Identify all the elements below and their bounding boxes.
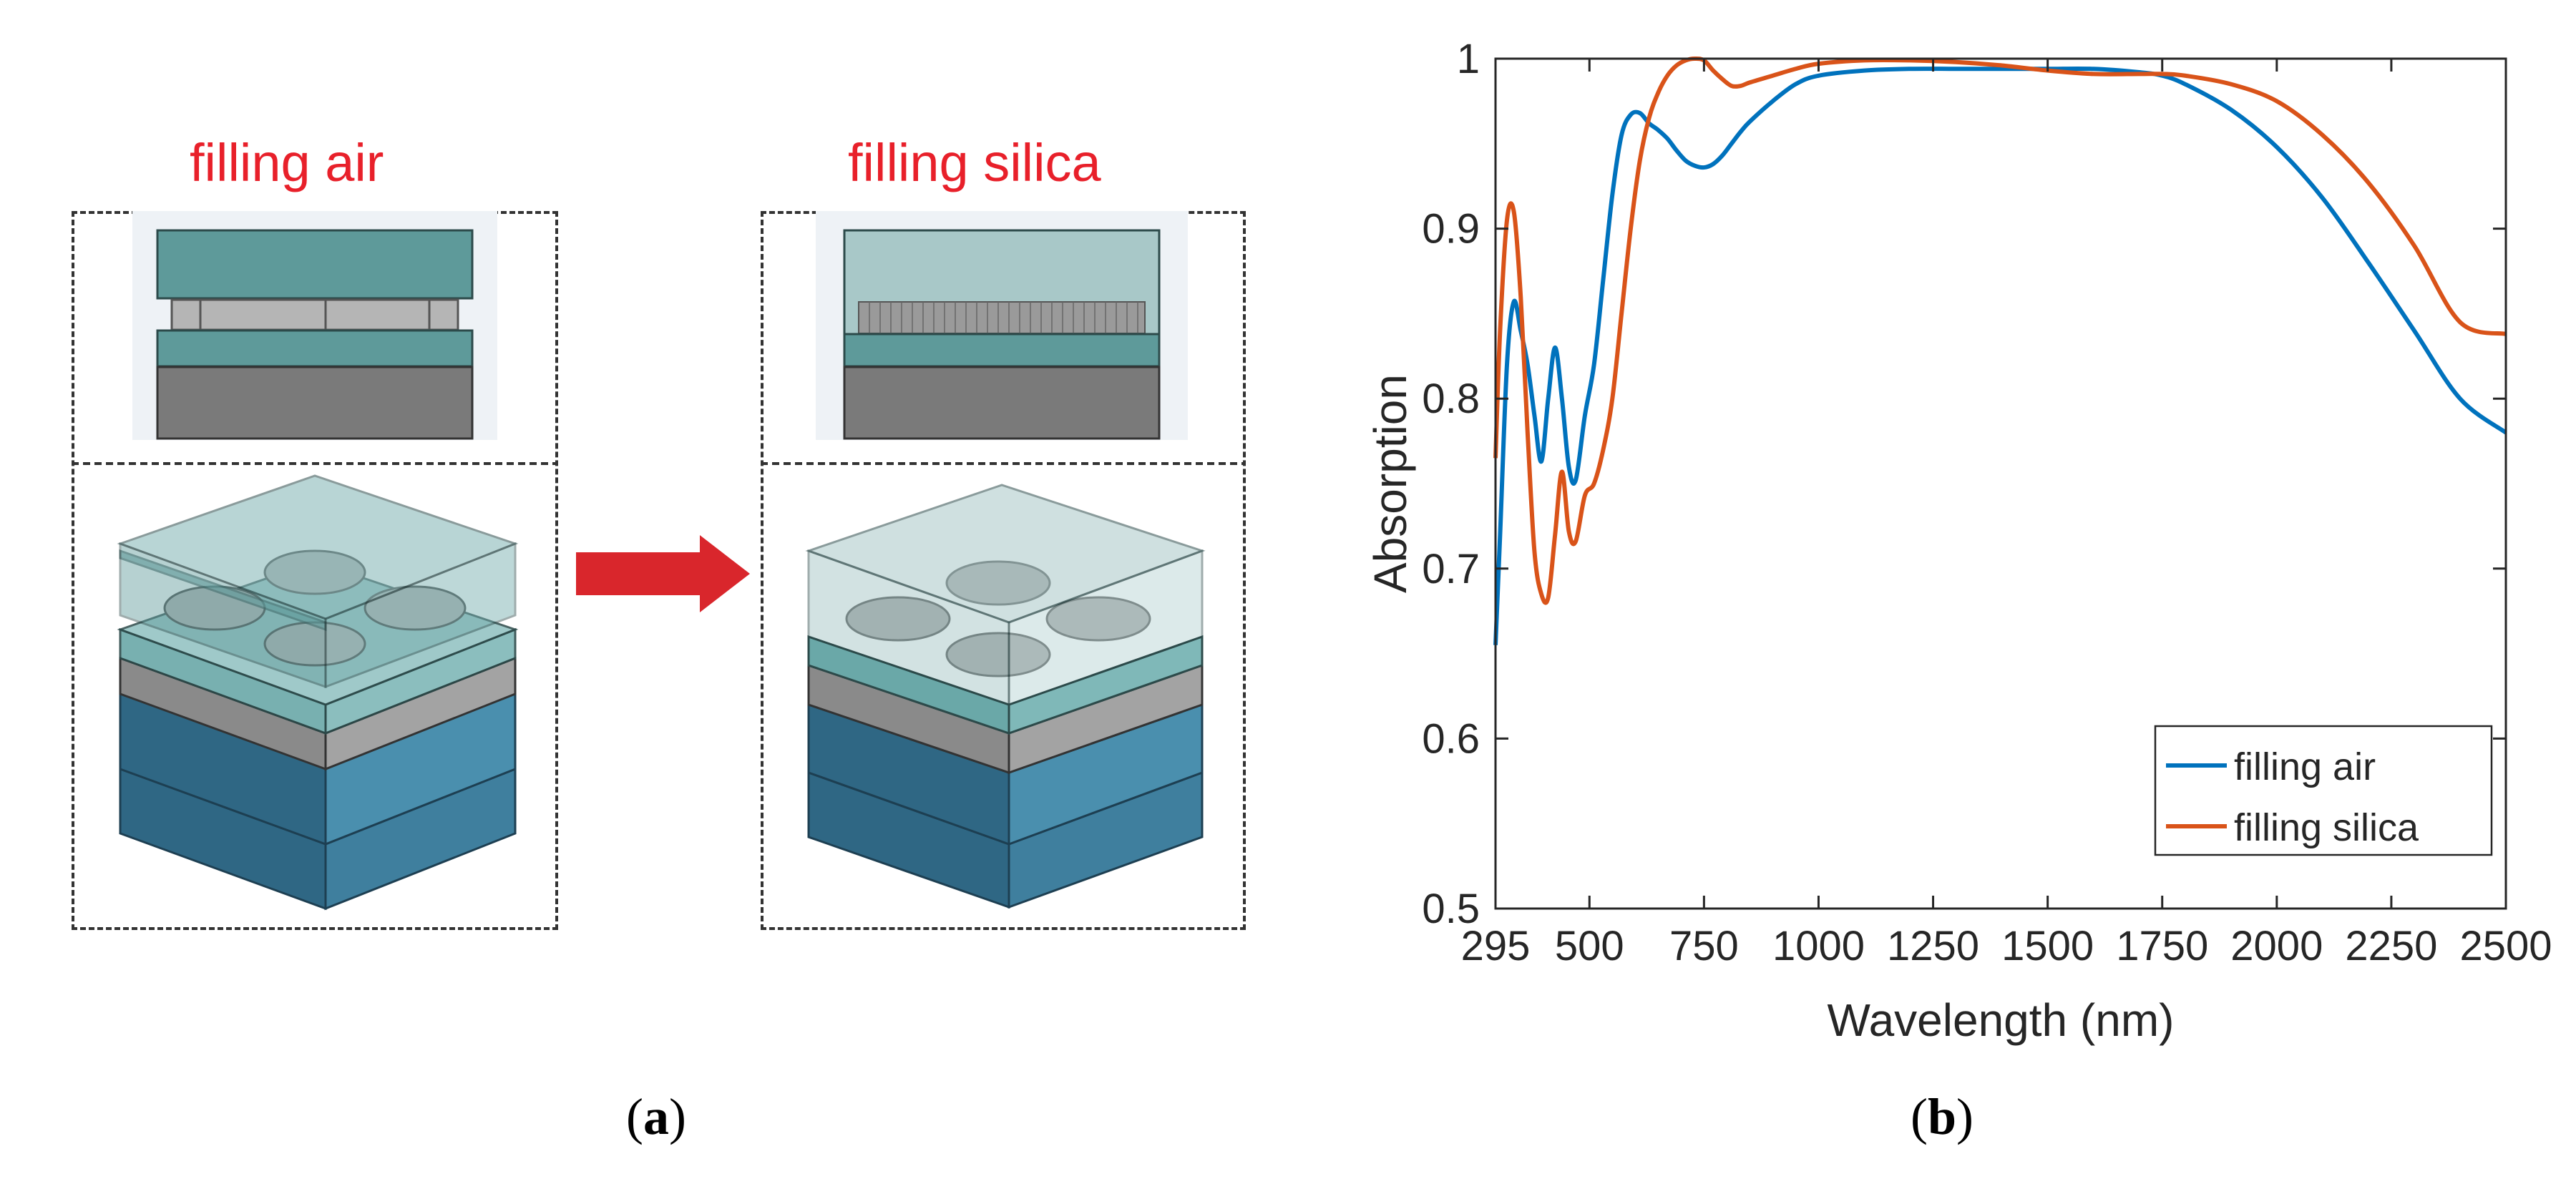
x-tick-label: 1500 xyxy=(2001,923,2094,969)
series-line-filling-silica xyxy=(1493,56,2507,605)
silica-metal-base xyxy=(843,366,1161,440)
y-tick-label: 1 xyxy=(1457,36,1480,82)
filling-silica-title: filling silica xyxy=(848,133,1101,192)
x-tick-label: 2500 xyxy=(2459,923,2552,969)
x-axis-label: Wavelength (nm) xyxy=(1828,994,2175,1046)
air-metal-base xyxy=(156,366,474,440)
silica-middle-dielectric xyxy=(843,333,1161,368)
x-tick-label: 750 xyxy=(1669,923,1739,969)
y-tick-label: 0.7 xyxy=(1422,546,1480,592)
x-tick-label: 1750 xyxy=(2116,923,2208,969)
filling-air-title: filling air xyxy=(190,133,384,192)
y-tick-label: 0.9 xyxy=(1422,206,1480,253)
legend-label: filling silica xyxy=(2234,806,2419,849)
x-tick-label: 1250 xyxy=(1887,923,1979,969)
air-middle-dielectric xyxy=(156,329,474,368)
plot-frame xyxy=(1494,57,2507,910)
series-line-filling-air xyxy=(1493,66,2507,645)
air-cross-section xyxy=(132,211,497,440)
silica-cross-section xyxy=(816,211,1188,440)
legend-box xyxy=(2154,725,2493,856)
y-tick-label: 0.5 xyxy=(1422,886,1480,932)
x-tick-label: 500 xyxy=(1555,923,1624,969)
transform-arrow xyxy=(576,535,750,612)
x-tick-label: 2250 xyxy=(2345,923,2437,969)
y-tick-label: 0.8 xyxy=(1422,376,1480,422)
y-tick-label: 0.6 xyxy=(1422,715,1480,762)
legend: filling air filling silica xyxy=(2154,725,2493,856)
schematic-drawings xyxy=(72,211,1246,911)
caption-b-letter: b xyxy=(1927,1088,1957,1145)
silica-resonator-layer xyxy=(858,301,1146,334)
x-tick-label: 1000 xyxy=(1772,923,1865,969)
air-resonator-layer xyxy=(170,298,459,331)
caption-a-letter: a xyxy=(643,1088,669,1145)
air-top-glass xyxy=(156,229,474,300)
legend-label: filling air xyxy=(2234,745,2376,788)
y-axis-label: Absorption xyxy=(1365,374,1416,593)
air-3d-block xyxy=(117,474,519,911)
silica-3d-block xyxy=(805,484,1206,909)
caption-a: (a) xyxy=(626,1088,686,1145)
caption-b: (b) xyxy=(1911,1088,1974,1145)
x-tick-label: 2000 xyxy=(2230,923,2323,969)
absorption-chart: 295 500 750 1000 1250 1500 1750 2000 2250 2500 0.5… xyxy=(1365,36,2552,1046)
x-tick-label: 295 xyxy=(1461,923,1531,969)
